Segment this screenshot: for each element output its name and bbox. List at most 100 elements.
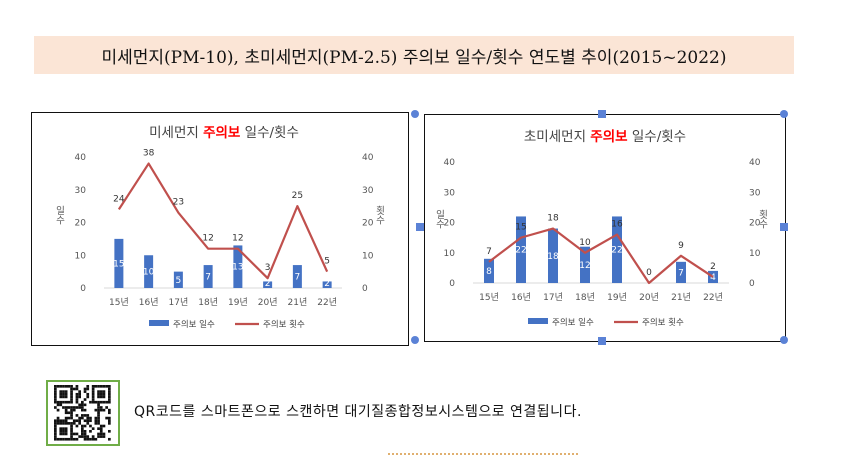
qr-module xyxy=(62,419,65,423)
qr-module xyxy=(54,435,57,438)
x-tick-label: 17년 xyxy=(169,297,189,308)
resize-handle-bottom[interactable] xyxy=(598,337,606,345)
qr-module xyxy=(54,432,57,436)
qr-module xyxy=(102,424,106,428)
qr-module xyxy=(59,403,63,407)
y2-tick-label: 0 xyxy=(362,284,368,294)
qr-module xyxy=(75,392,79,396)
qr-module xyxy=(108,395,111,399)
resize-handle-top-left[interactable] xyxy=(411,110,419,118)
qr-module xyxy=(102,395,106,399)
bar-20년 xyxy=(263,281,273,288)
qr-module xyxy=(99,432,103,436)
qr-module xyxy=(72,422,76,425)
qr-module xyxy=(99,392,103,396)
line-value-label: 38 xyxy=(143,149,155,159)
qr-module xyxy=(99,427,103,430)
qr-module xyxy=(105,416,108,420)
qr-module xyxy=(72,419,76,423)
qr-module xyxy=(97,416,100,420)
qr-module xyxy=(54,390,57,393)
bar-value-label: 12 xyxy=(579,261,590,271)
resize-handle-top-right[interactable] xyxy=(780,110,788,118)
x-tick-label: 19년 xyxy=(607,292,627,303)
qr-module xyxy=(83,387,87,391)
y2-tick-label: 10 xyxy=(362,251,374,261)
qr-module xyxy=(59,392,63,396)
resize-handle-bottom-right[interactable] xyxy=(780,336,788,344)
bar-value-label: 0 xyxy=(646,274,652,284)
qr-module xyxy=(70,400,73,404)
qr-module xyxy=(64,390,68,393)
qr-module xyxy=(81,432,84,436)
qr-module xyxy=(56,400,60,404)
qr-module xyxy=(56,437,60,441)
legend-line-label: 주의보 횟수 xyxy=(263,319,305,330)
y-tick-label: 40 xyxy=(444,158,456,168)
resize-handle-right[interactable] xyxy=(780,223,788,231)
qr-module xyxy=(97,422,100,425)
qr-module xyxy=(94,416,98,420)
qr-module xyxy=(99,390,103,393)
y-tick-label: 20 xyxy=(75,219,87,229)
qr-module xyxy=(64,429,68,433)
chart-title-suffix: 일수/횟수 xyxy=(628,129,687,145)
qr-module xyxy=(81,406,84,409)
qr-module xyxy=(62,427,65,430)
y2-tick-label: 30 xyxy=(362,186,374,196)
qr-module xyxy=(86,422,90,425)
qr-module xyxy=(59,429,63,433)
qr-module xyxy=(59,390,63,393)
bar-value-label: 7 xyxy=(295,273,301,283)
qr-module xyxy=(70,392,73,396)
y2-tick-label: 0 xyxy=(749,279,755,289)
qr-module xyxy=(56,419,60,423)
qr-module xyxy=(54,424,57,428)
x-tick-label: 22년 xyxy=(317,297,337,308)
qr-module xyxy=(99,400,103,404)
bar-18년 xyxy=(203,265,213,288)
qr-module xyxy=(86,392,90,396)
y2-tick-label: 10 xyxy=(749,249,761,259)
qr-module xyxy=(59,419,63,423)
qr-module xyxy=(54,385,57,388)
line-value-label: 5 xyxy=(324,257,330,267)
qr-module xyxy=(102,435,106,438)
qr-module xyxy=(78,416,81,420)
qr-module xyxy=(70,408,73,412)
qr-module xyxy=(81,435,84,438)
qr-module xyxy=(108,411,111,415)
qr-module xyxy=(78,392,81,396)
qr-module xyxy=(83,390,87,393)
chart-title-highlight: 주의보 xyxy=(203,124,241,141)
qr-module xyxy=(67,400,71,404)
qr-code-image xyxy=(54,385,111,441)
qr-module xyxy=(108,385,111,388)
qr-module xyxy=(75,387,79,391)
qr-module xyxy=(56,416,60,420)
line-value-label: 10 xyxy=(579,238,591,248)
qr-module xyxy=(72,406,76,409)
qr-module xyxy=(59,432,63,436)
resize-handle-left[interactable] xyxy=(416,223,424,231)
chart-title-highlight: 주의보 xyxy=(590,128,628,145)
line-value-label: 2 xyxy=(710,262,716,272)
qr-module xyxy=(75,398,79,401)
qr-module xyxy=(75,414,79,417)
qr-module xyxy=(94,437,98,441)
qr-module xyxy=(86,395,90,399)
resize-handle-bottom-left[interactable] xyxy=(411,336,419,344)
qr-module xyxy=(64,422,68,425)
qr-module xyxy=(56,385,60,388)
dotted-divider xyxy=(388,453,578,455)
qr-module xyxy=(81,408,84,412)
qr-module xyxy=(62,385,65,388)
qr-module xyxy=(59,395,63,399)
resize-handle-top[interactable] xyxy=(598,110,606,118)
pm10-chart[interactable]: 미세먼지 주의보 일수/횟수 0 0 10 10 20 20 30 30 40 40 일수 횟수 15 10… xyxy=(31,112,409,346)
qr-code[interactable] xyxy=(46,380,120,446)
qr-module xyxy=(64,395,68,399)
qr-module xyxy=(59,437,63,441)
pm25-chart[interactable]: 초미세먼지 주의보 일수/횟수 0 0 10 10 20 20 30 30 40 40 일수 횟수 8 22… xyxy=(424,114,786,342)
